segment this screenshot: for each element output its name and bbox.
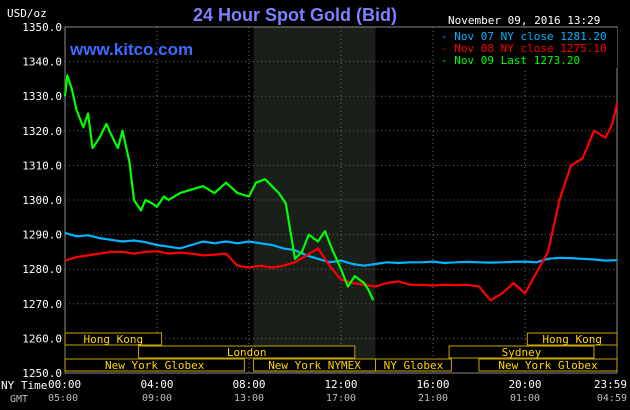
session-label: Hong Kong — [542, 333, 602, 346]
y-tick-label: 1300.0 — [22, 194, 62, 207]
x-tick-label-gmt: 05:00 — [48, 393, 78, 404]
session-label: New York NYMEX — [268, 359, 361, 372]
y-tick-label: 1290.0 — [22, 229, 62, 242]
y-tick-label: 1340.0 — [22, 56, 62, 69]
y-axis-unit: USD/oz — [7, 7, 47, 20]
x-tick-label-gmt: 17:00 — [326, 393, 356, 404]
session-label: Sydney — [502, 346, 542, 359]
y-axis-ticks: 1350.0 1340.0 1330.0 1320.0 1310.0 1300.0 1290… — [22, 21, 62, 380]
chart-title: 24 Hour Spot Gold (Bid) — [193, 5, 397, 25]
x-tick-label-ny: 00:00 — [48, 378, 81, 391]
y-tick-label: 1280.0 — [22, 263, 62, 276]
session-bar: NY Globex — [375, 358, 452, 372]
session-bar: Sydney — [448, 345, 595, 359]
session-bar: Hong Kong — [526, 332, 618, 346]
chart-timestamp: November 09, 2016 13:29 — [448, 14, 600, 27]
y-tick-label: 1260.0 — [22, 332, 62, 345]
x-tick-label-gmt: 04:59 — [597, 393, 627, 404]
price-series — [63, 74, 619, 302]
session-box — [478, 358, 618, 372]
trading-sessions: Hong Kong London New York Globex New York N… — [64, 332, 618, 372]
session-box — [138, 345, 356, 359]
y-tick-label: 1250.0 — [22, 367, 62, 380]
session-box — [375, 358, 452, 372]
session-box — [448, 345, 595, 359]
x-tick-label-ny: 04:00 — [140, 378, 173, 391]
brand-watermark: www.kitco.com — [69, 40, 193, 59]
legend-label: - Nov 07 NY close 1281.20 — [441, 30, 607, 43]
series-line — [63, 74, 375, 301]
series-line — [64, 231, 618, 267]
legend-box — [437, 28, 617, 68]
x-axis-label-ny: NY Time — [1, 379, 47, 392]
session-box — [526, 332, 618, 346]
legend-item: - Nov 07 NY close 1281.20 — [441, 30, 607, 43]
legend-label: - Nov 08 NY close 1275.10 — [441, 42, 607, 55]
legend-item: - Nov 08 NY close 1275.10 — [441, 42, 607, 55]
x-tick-label-ny: 16:00 — [416, 378, 449, 391]
legend-label: - Nov 09 Last 1273.20 — [441, 54, 580, 67]
session-bar: London — [138, 345, 356, 359]
y-tick-label: 1330.0 — [22, 90, 62, 103]
x-tick-label-gmt: 01:00 — [510, 393, 540, 404]
session-box — [64, 358, 245, 372]
session-bar: New York NYMEX — [253, 358, 377, 372]
session-label: New York Globex — [105, 359, 205, 372]
plot-frame — [64, 26, 618, 374]
session-bar: New York Globex — [64, 358, 245, 372]
x-tick-label-gmt: 09:00 — [142, 393, 172, 404]
session-bar: New York Globex — [478, 358, 618, 372]
x-axis-ticks: 00:00 05:00 04:00 09:00 08:00 13:00 12:00 17:00… — [48, 378, 627, 404]
y-tick-label: 1320.0 — [22, 125, 62, 138]
x-tick-label-ny: 23:59 — [594, 378, 627, 391]
session-label: New York Globex — [498, 359, 598, 372]
x-axis-label-gmt: GMT — [10, 394, 28, 405]
session-label: London — [227, 346, 267, 359]
y-tick-label: 1350.0 — [22, 21, 62, 34]
session-box — [64, 332, 163, 346]
y-tick-label: 1310.0 — [22, 159, 62, 172]
x-tick-label-ny: 20:00 — [508, 378, 541, 391]
x-tick-label-gmt: 21:00 — [418, 393, 448, 404]
session-bar: Hong Kong — [64, 332, 163, 346]
x-tick-label-ny: 08:00 — [232, 378, 265, 391]
y-tick-label: 1270.0 — [22, 298, 62, 311]
x-tick-label-gmt: 13:00 — [234, 393, 264, 404]
session-label: Hong Kong — [83, 333, 143, 346]
legend: - Nov 07 NY close 1281.20- Nov 08 NY clo… — [437, 28, 617, 68]
session-label: NY Globex — [384, 359, 444, 372]
legend-item: - Nov 09 Last 1273.20 — [441, 54, 580, 67]
x-tick-label-ny: 12:00 — [324, 378, 357, 391]
